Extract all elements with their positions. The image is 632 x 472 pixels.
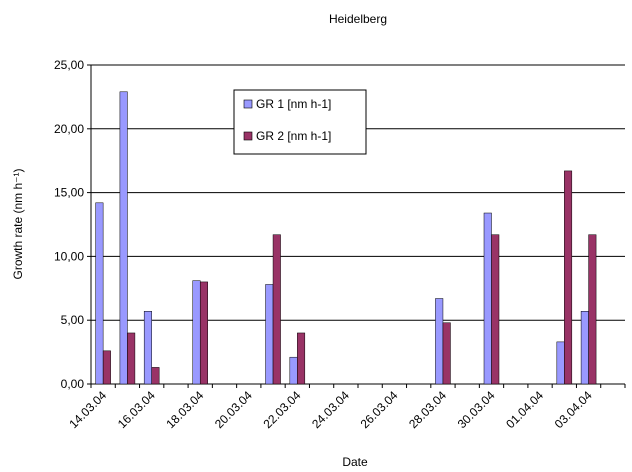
x-tick-label: 16.03.04 (115, 388, 158, 431)
x-tick-label: 22.03.04 (261, 388, 304, 431)
y-tick-label: 25,00 (54, 58, 84, 72)
bar-gr1 (483, 212, 492, 385)
x-tick-label: 24.03.04 (309, 388, 352, 431)
bar-gr2 (297, 332, 306, 385)
y-tick-label: 15,00 (54, 186, 84, 200)
bar-gr1 (143, 311, 152, 385)
bar-gr1 (265, 284, 274, 385)
x-ticks: 14.03.04 16.03.04 18.03.04 20.03.04 22.03.04… (66, 384, 626, 431)
gridlines (91, 64, 625, 321)
x-tick-label: 18.03.04 (163, 388, 206, 431)
y-ticks: 0,00 5,00 10,00 15,00 20,00 25,00 (54, 58, 91, 391)
bar-gr2 (199, 281, 208, 385)
y-tick-label: 10,00 (54, 249, 84, 263)
x-tick-label: 03.04.04 (552, 388, 595, 431)
bars (95, 91, 597, 385)
bar-gr2 (102, 350, 111, 385)
legend-swatch-gr2 (243, 131, 253, 141)
bar-gr2 (442, 322, 451, 385)
bar-gr1 (192, 280, 201, 385)
bar-gr1 (435, 298, 444, 385)
x-axis-label: Date (342, 455, 368, 469)
bar-gr1 (119, 91, 128, 385)
bar-gr1 (289, 356, 298, 385)
legend-frame (233, 89, 367, 155)
x-tick-label: 26.03.04 (358, 388, 401, 431)
x-tick-label: 28.03.04 (406, 388, 449, 431)
bar-gr2 (491, 234, 500, 385)
legend-label-gr2: GR 2 [nm h-1] (256, 129, 331, 143)
bar-gr1 (95, 202, 104, 385)
y-axis-label: Growth rate (nm h⁻¹) (11, 168, 25, 279)
bar-gr2 (127, 332, 136, 385)
x-tick-label: 14.03.04 (66, 388, 109, 431)
bar-gr2 (272, 234, 281, 385)
y-tick-label: 20,00 (54, 122, 84, 136)
legend-label-gr1: GR 1 [nm h-1] (256, 97, 331, 111)
bar-gr1 (556, 341, 565, 385)
bar-gr2 (588, 234, 597, 385)
x-tick-label: 30.03.04 (455, 388, 498, 431)
y-tick-label: 0,00 (61, 377, 85, 391)
legend: GR 1 [nm h-1] GR 2 [nm h-1] (233, 89, 367, 155)
y-tick-label: 5,00 (61, 313, 85, 327)
bar-gr1 (580, 311, 589, 385)
chart-title: Heidelberg (329, 12, 387, 26)
bar-gr2 (564, 170, 573, 385)
x-tick-label: 01.04.04 (503, 388, 546, 431)
x-tick-label: 20.03.04 (212, 388, 255, 431)
legend-swatch-gr1 (243, 99, 253, 109)
bar-gr2 (151, 367, 160, 385)
